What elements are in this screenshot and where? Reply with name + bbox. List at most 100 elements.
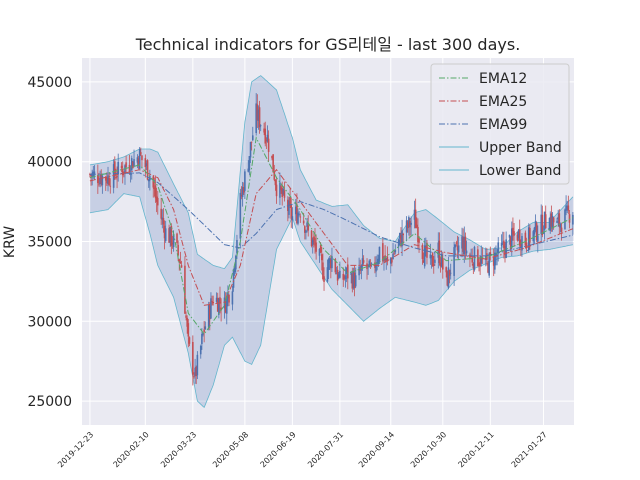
candle-body	[121, 169, 124, 176]
candle-body	[422, 260, 425, 263]
candle-body	[361, 258, 364, 267]
candle-body	[215, 297, 218, 302]
candle-body	[400, 234, 402, 247]
candle-body	[351, 274, 354, 289]
candle-body	[216, 297, 219, 312]
candle-body	[330, 259, 332, 269]
x-tick-label: 2019-12-23	[56, 430, 95, 469]
candle-body	[153, 187, 156, 190]
candle-body	[170, 225, 173, 246]
candle-body	[461, 236, 463, 249]
candle-body	[478, 263, 480, 266]
candle-body	[423, 245, 426, 267]
candle-body	[334, 259, 337, 273]
candle-body	[527, 227, 530, 251]
candle-body	[141, 155, 143, 161]
candle-body	[446, 271, 449, 286]
candle-body	[550, 213, 553, 227]
candle-body	[489, 252, 492, 255]
candle-body	[298, 213, 300, 215]
candle-body	[117, 161, 119, 175]
candle-body	[455, 242, 458, 244]
candle-body	[107, 175, 109, 185]
candle-body	[146, 160, 149, 180]
candle-body	[250, 141, 253, 143]
candle-body	[413, 209, 416, 220]
candle-body	[541, 214, 544, 235]
candle-body	[471, 257, 474, 263]
candle-body	[172, 234, 175, 248]
candle-body	[227, 292, 229, 299]
candle-body	[248, 156, 251, 171]
candle-body	[384, 255, 386, 262]
candle-body	[180, 265, 183, 268]
y-tick-label: 30000	[27, 314, 72, 330]
candle-body	[185, 315, 187, 318]
candle-body	[488, 253, 490, 276]
candle-body	[503, 240, 505, 249]
ema-lines	[89, 136, 574, 335]
candle-body	[196, 354, 199, 376]
candle-body	[421, 244, 424, 260]
bollinger-band	[89, 75, 574, 409]
candle-body	[176, 233, 178, 243]
y-tick-label: 40000	[27, 155, 72, 171]
candle-body	[130, 158, 133, 171]
candle-body	[567, 205, 570, 211]
candle-body	[558, 213, 561, 227]
candle-body	[256, 104, 259, 121]
candle-body	[556, 220, 558, 223]
candle-body	[274, 179, 277, 186]
candle-body	[367, 264, 369, 266]
candle-body	[447, 267, 450, 288]
candle-body	[537, 235, 539, 242]
candle-body	[177, 244, 179, 256]
candle-body	[100, 174, 103, 184]
candle-body	[542, 232, 545, 234]
candle-body	[492, 257, 495, 266]
candle-body	[323, 276, 325, 282]
candle-body	[326, 267, 329, 282]
y-tick-label: 35000	[27, 235, 72, 251]
candle-body	[552, 217, 555, 223]
candle-body	[311, 239, 314, 245]
candle-body	[178, 259, 181, 263]
candle-body	[283, 190, 286, 198]
candle-body	[288, 200, 290, 215]
candle-body	[378, 246, 381, 262]
candle-body	[354, 275, 357, 287]
x-tick-label: 2020-03-23	[159, 430, 198, 469]
candle-body	[394, 249, 397, 253]
candle-body	[566, 205, 569, 210]
candle-body	[359, 269, 362, 271]
candle-body	[480, 256, 483, 264]
candle-body	[125, 162, 127, 168]
candle-body	[465, 250, 468, 254]
candle-body	[228, 294, 230, 303]
candle-body	[510, 228, 513, 248]
candle-body	[438, 240, 441, 264]
candle-body	[383, 259, 385, 260]
candle-body	[93, 171, 96, 175]
candle-body	[401, 230, 403, 247]
candle-body	[564, 209, 566, 230]
candle-body	[529, 227, 531, 243]
ema12-line	[89, 136, 574, 335]
candle-body	[231, 291, 234, 305]
candle-body	[133, 159, 135, 166]
candle-body	[313, 236, 315, 241]
candle-body	[335, 273, 338, 275]
candle-body	[402, 233, 405, 236]
legend-label: EMA12	[479, 71, 527, 87]
candle-body	[399, 232, 401, 239]
x-axis-ticks: 2019-12-23 2020-02-10 2020-03-23 2020-05-08…	[56, 430, 549, 469]
candle-body	[156, 197, 159, 206]
candle-body	[513, 231, 515, 236]
candle-body	[259, 125, 262, 127]
candle-body	[104, 176, 107, 181]
candle-body	[417, 226, 419, 243]
candle-body	[211, 301, 213, 303]
x-tick-label: 2020-10-30	[409, 430, 448, 469]
candle-body	[437, 242, 440, 258]
candle-body	[479, 262, 481, 267]
